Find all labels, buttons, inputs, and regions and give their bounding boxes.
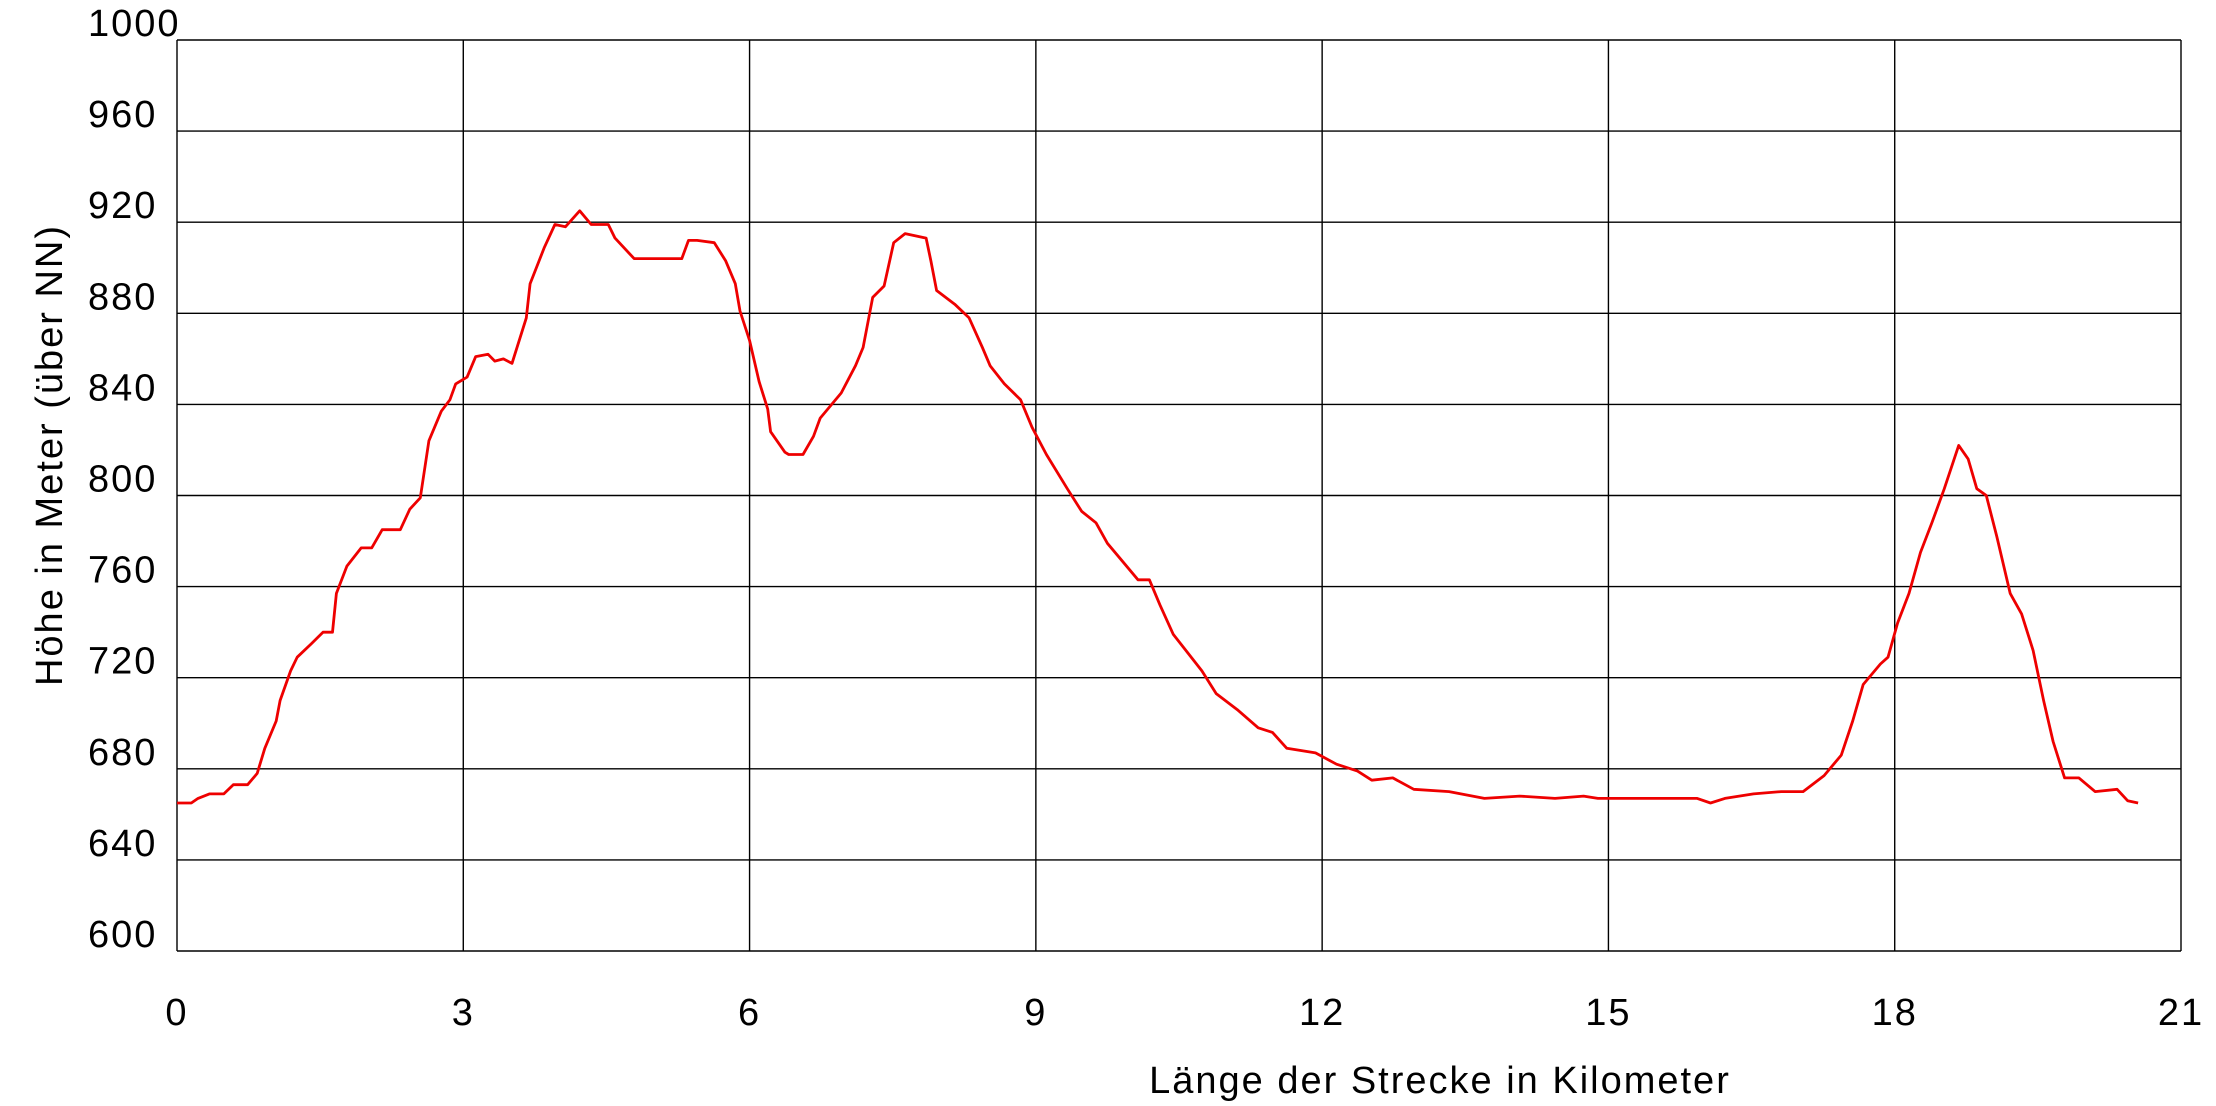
x-tick-label: 0 <box>165 992 188 1034</box>
x-tick-label: 15 <box>1585 992 1631 1034</box>
x-tick-label: 3 <box>452 992 475 1034</box>
y-tick-label: 640 <box>88 823 157 865</box>
x-tick-label: 9 <box>1024 992 1047 1034</box>
y-tick-label: 840 <box>88 367 157 409</box>
y-tick-label: 800 <box>88 459 157 501</box>
y-tick-label: 960 <box>88 94 157 136</box>
y-tick-label: 600 <box>88 914 157 956</box>
y-tick-label: 920 <box>88 185 157 227</box>
y-tick-label: 680 <box>88 732 157 774</box>
x-tick-label: 18 <box>1872 992 1918 1034</box>
y-tick-label: 720 <box>88 641 157 683</box>
y-tick-label: 880 <box>88 276 157 318</box>
elevation-line <box>177 209 2139 805</box>
x-axis-label: Länge der Strecke in Kilometer <box>1149 1060 1731 1102</box>
y-tick-label: 760 <box>88 550 157 592</box>
x-tick-label: 6 <box>738 992 761 1034</box>
y-tick-label: 1000 <box>88 3 181 45</box>
x-tick-label: 12 <box>1299 992 1345 1034</box>
x-tick-label: 21 <box>2158 992 2204 1034</box>
y-axis-label: Höhe in Meter (über NN) <box>29 224 71 686</box>
